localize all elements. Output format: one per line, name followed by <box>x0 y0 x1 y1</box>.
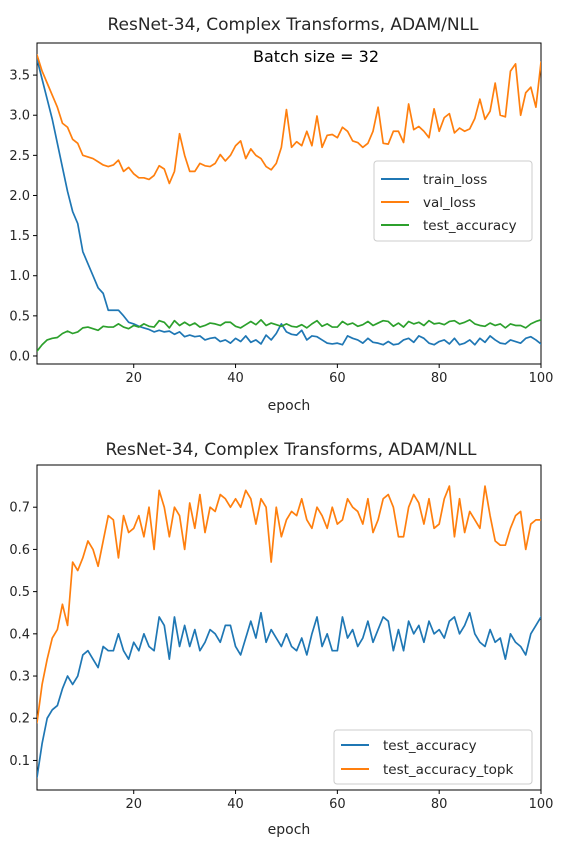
chart-1-title: ResNet-34, Complex Transforms, ADAM/NLL <box>107 15 479 35</box>
y-tick-label: 3.5 <box>9 69 30 84</box>
chart-2-legend-box <box>333 729 533 785</box>
series-line-test-accuracy <box>37 319 541 353</box>
y-tick-label: 0.7 <box>9 501 30 516</box>
x-tick-label: 20 <box>125 371 142 386</box>
chart-1-ticks: 20 40 60 80 100 0.0 0.5 1.0 1.5 2.0 2.5 3.0 3.5 <box>9 69 553 386</box>
x-tick-label: 60 <box>329 371 346 386</box>
legend-val-loss-label: val_loss <box>423 195 476 211</box>
x-tick-label: 60 <box>329 797 346 812</box>
chart-2-lines <box>37 485 541 779</box>
x-tick-label: 80 <box>431 371 448 386</box>
y-tick-label: 0.2 <box>9 712 30 727</box>
chart-2-title: ResNet-34, Complex Transforms, ADAM/NLL <box>105 440 477 460</box>
chart-1-annotation: Batch size = 32 <box>253 47 379 66</box>
series-line-test-accuracy <box>37 611 541 779</box>
chart-1-legend: train_loss val_loss test_accuracy <box>373 160 533 242</box>
y-tick-label: 0.3 <box>9 670 30 685</box>
chart-1-legend-box <box>373 160 533 242</box>
legend-train-loss-label: train_loss <box>423 172 487 188</box>
y-tick-label: 0.4 <box>9 627 30 642</box>
y-tick-label: 1.0 <box>9 269 30 284</box>
legend-test-accuracy-label: test_accuracy <box>423 218 517 234</box>
y-tick-label: 1.5 <box>9 229 30 244</box>
chart-2-legend: test_accuracy test_accuracy_topk <box>333 729 533 785</box>
y-tick-label: 0.5 <box>9 585 30 600</box>
y-tick-label: 0.6 <box>9 543 30 558</box>
x-tick-label: 100 <box>529 371 554 386</box>
x-tick-label: 40 <box>227 371 244 386</box>
x-tick-label: 40 <box>227 797 244 812</box>
x-tick-label: 100 <box>529 797 554 812</box>
chart-1: ResNet-34, Complex Transforms, ADAM/NLL … <box>9 15 553 414</box>
legend-test-accuracy-topk-label: test_accuracy_topk <box>383 762 513 778</box>
chart-1-lines <box>37 54 541 353</box>
series-line-val-loss <box>37 54 541 185</box>
y-tick-label: 2.5 <box>9 149 30 164</box>
y-tick-label: 0.1 <box>9 754 30 769</box>
y-tick-label: 2.0 <box>9 189 30 204</box>
y-tick-label: 3.0 <box>9 109 30 124</box>
x-tick-label: 20 <box>125 797 142 812</box>
series-line-test-accuracy-topk <box>37 485 541 724</box>
y-tick-label: 0.5 <box>9 309 30 324</box>
x-tick-label: 80 <box>431 797 448 812</box>
chart-2-ticks: 20 40 60 80 100 0.1 0.2 0.3 0.4 0.5 0.6 0.7 <box>9 501 553 812</box>
chart-1-xlabel: epoch <box>268 398 311 414</box>
chart-2: ResNet-34, Complex Transforms, ADAM/NLL … <box>9 440 553 838</box>
series-line-train-loss <box>37 58 541 346</box>
chart-2-xlabel: epoch <box>268 822 311 838</box>
legend-test-accuracy-label: test_accuracy <box>383 738 477 754</box>
y-tick-label: 0.0 <box>9 349 30 364</box>
